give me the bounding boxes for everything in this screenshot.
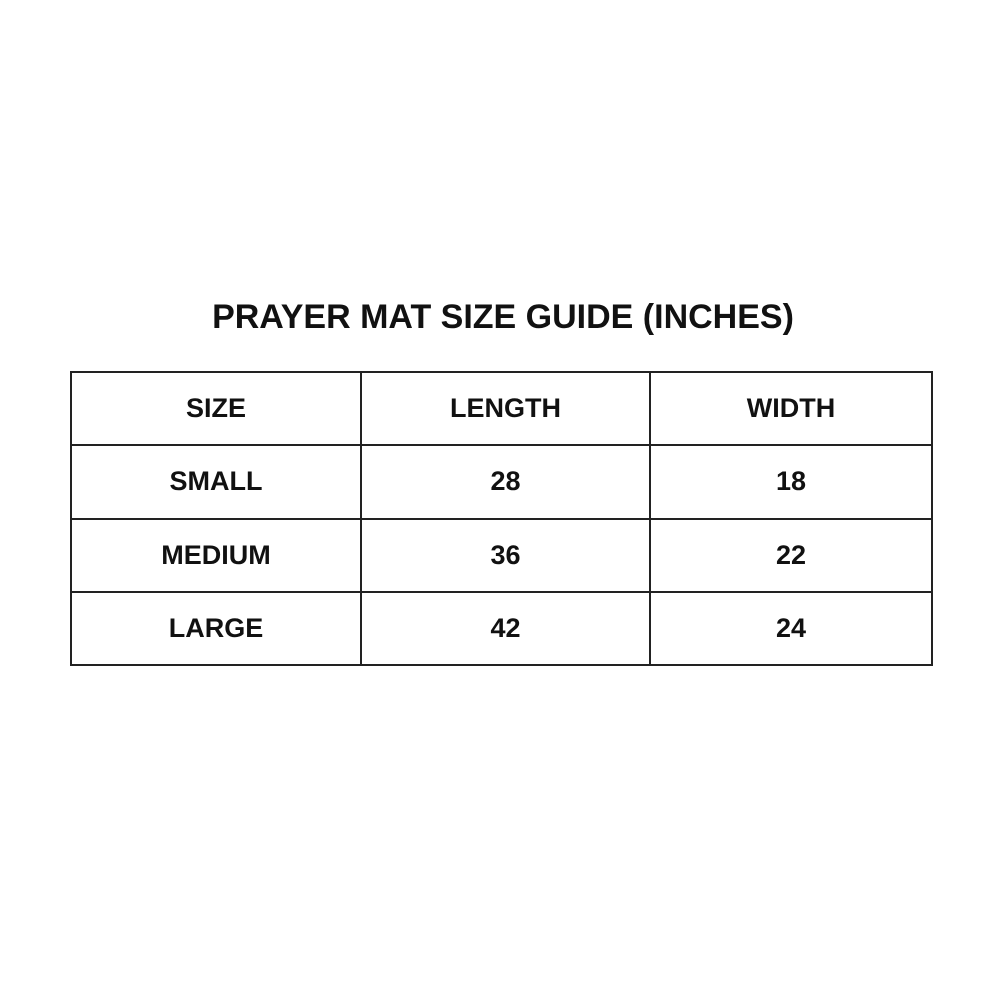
table-row: MEDIUM 36 22 <box>70 517 933 593</box>
size-guide-table: SIZE LENGTH WIDTH SMALL 28 18 MEDIUM 36 … <box>70 370 933 667</box>
table-header-row: SIZE LENGTH WIDTH <box>70 370 933 447</box>
page-title: PRAYER MAT SIZE GUIDE (INCHES) <box>212 298 794 336</box>
cell-length: 28 <box>360 444 651 520</box>
cell-width: 18 <box>649 444 933 520</box>
header-size: SIZE <box>70 370 362 447</box>
cell-length: 42 <box>360 590 651 667</box>
cell-size: LARGE <box>70 590 362 667</box>
header-length: LENGTH <box>360 370 651 447</box>
cell-size: SMALL <box>70 444 362 520</box>
cell-length: 36 <box>360 517 651 593</box>
header-width: WIDTH <box>649 370 933 447</box>
table-row: SMALL 28 18 <box>70 444 933 520</box>
cell-width: 24 <box>649 590 933 667</box>
cell-size: MEDIUM <box>70 517 362 593</box>
table-row: LARGE 42 24 <box>70 590 933 667</box>
cell-width: 22 <box>649 517 933 593</box>
